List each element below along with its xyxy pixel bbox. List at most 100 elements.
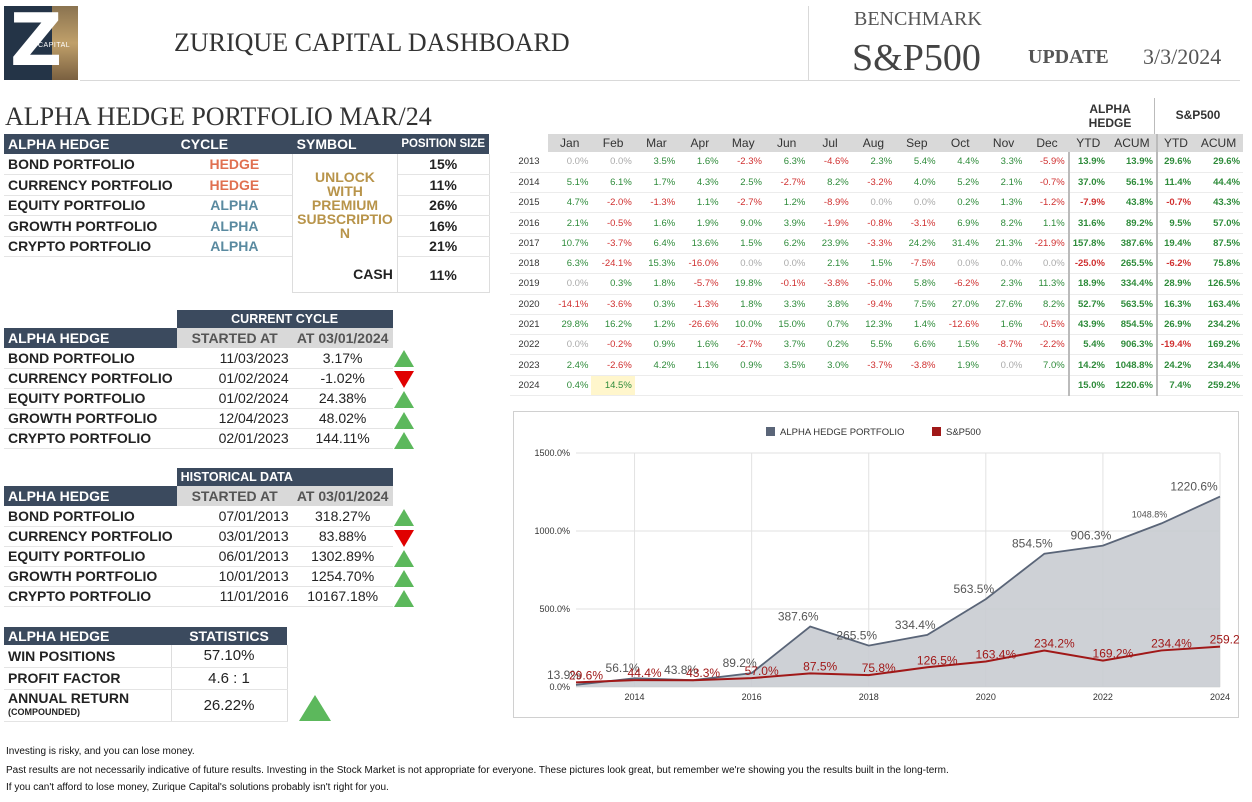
benchmark-label: BENCHMARK	[854, 8, 982, 30]
cash-value: 11%	[396, 256, 490, 293]
sp500-data-label: 234.4%	[1151, 636, 1192, 650]
month-return-cell: 5.8%	[895, 273, 939, 295]
month-return-cell: 3.3%	[981, 152, 1026, 173]
month-return-cell: 0.2%	[938, 192, 982, 214]
month-return-cell: -2.0%	[591, 192, 635, 214]
alpha-area	[576, 496, 1220, 687]
month-return-cell: -2.7%	[764, 172, 809, 194]
performance-chart-svg: 0.0% 500.0% 1000.0% 1500.0% 2014 2016 2018 2020…	[534, 427, 1251, 702]
month-header: Feb	[591, 134, 635, 152]
update-date: 3/3/2024	[1143, 44, 1222, 69]
month-return-cell	[634, 375, 679, 397]
month-return-cell: 3.5%	[764, 354, 809, 376]
current-cycle-header-value: AT 03/01/2024	[292, 328, 393, 348]
acum-cell: 43.8%	[1107, 192, 1157, 214]
summary-header: ACUM	[1194, 134, 1244, 152]
sp-acum-cell: 169.2%	[1194, 334, 1244, 356]
statistics-table: ALPHA HEDGE STATISTICS WIN POSITIONS 57.…	[4, 627, 288, 722]
historical-header-started: STARTED AT	[176, 486, 293, 506]
month-return-cell: -14.1%	[548, 294, 592, 315]
table-row: 2014 5.1% 6.1% 1.7% 4.3% 2.5% -2.7% 8.2% -3.2% 4.…	[510, 172, 1244, 194]
month-return-cell: 0.3%	[591, 273, 635, 295]
month-header: Jun	[764, 134, 809, 152]
sp500-data-label: 169.2%	[1093, 647, 1134, 661]
month-return-cell: -8.9%	[808, 192, 852, 214]
month-return-cell: 6.1%	[591, 172, 635, 194]
position-cycle: ALPHA	[176, 195, 293, 216]
sp-ytd-cell: 29.6%	[1155, 152, 1195, 173]
sp-ytd-cell: -19.4%	[1155, 334, 1195, 356]
sp-acum-cell: 87.5%	[1194, 233, 1244, 254]
month-return-cell: -3.8%	[808, 273, 852, 295]
month-return-cell: -3.7%	[851, 354, 896, 376]
cycle-started: 02/01/2023	[176, 428, 293, 449]
month-return-cell: 1.8%	[721, 294, 765, 315]
month-return-cell: 8.2%	[1025, 294, 1069, 315]
month-return-cell: -26.6%	[678, 314, 722, 336]
sp-acum-cell: 43.3%	[1194, 192, 1244, 214]
table-row: WIN POSITIONS 57.10%	[4, 645, 288, 668]
ytd-cell: -7.9%	[1067, 192, 1108, 214]
year-cell: 2015	[510, 192, 548, 214]
y-tick-label: 1500.0%	[534, 448, 570, 458]
month-return-cell: 2.1%	[808, 253, 852, 275]
month-return-cell: -0.5%	[591, 212, 635, 234]
month-return-cell	[721, 375, 765, 397]
year-cell: 2018	[510, 253, 548, 275]
month-return-cell: 1.2%	[764, 192, 809, 214]
sp-ytd-cell: 19.4%	[1155, 233, 1195, 254]
month-return-cell: -16.0%	[678, 253, 722, 275]
month-return-cell: 1.9%	[678, 212, 722, 234]
win-positions-label: WIN POSITIONS	[4, 645, 171, 668]
unlock-premium-text[interactable]: UNLOCK WITH PREMIUM SUBSCRIPTIO N	[292, 154, 398, 257]
acum-cell: 1220.6%	[1107, 375, 1157, 397]
table-row: 2015 4.7% -2.0% -1.3% 1.1% -2.7% 1.2% -8.9% 0.0%…	[510, 192, 1244, 214]
sp500-data-label: 163.4%	[975, 648, 1016, 662]
month-return-cell: 21.3%	[981, 233, 1026, 254]
year-cell: 2019	[510, 273, 548, 295]
sp500-data-label: 234.2%	[1034, 636, 1075, 650]
month-return-cell: 3.8%	[808, 294, 852, 315]
month-header: Mar	[634, 134, 679, 152]
month-return-cell: 1.7%	[634, 172, 679, 194]
table-row: EQUITY PORTFOLIO 01/02/2024 24.38%	[4, 388, 393, 409]
trend-up-icon	[394, 412, 414, 434]
month-return-cell: 0.7%	[808, 314, 852, 336]
x-tick-label: 2022	[1093, 692, 1113, 702]
sp500-data-label: 126.5%	[917, 653, 958, 667]
month-return-cell: 1.8%	[634, 273, 679, 295]
legend-alpha-label: ALPHA HEDGE PORTFOLIO	[780, 427, 904, 438]
year-cell: 2021	[510, 314, 548, 336]
cycle-started: 12/04/2023	[176, 408, 293, 429]
monthly-group-alpha: ALPHA HEDGE	[1088, 102, 1132, 130]
historical-header-name: ALPHA HEDGE	[4, 486, 177, 506]
disclaimer-line-1: Investing is risky, and you can lose mon…	[6, 746, 195, 757]
month-return-cell: -6.2%	[938, 273, 982, 295]
month-return-cell: 2.3%	[981, 273, 1026, 295]
month-return-cell: -3.7%	[591, 233, 635, 254]
month-return-cell: 1.9%	[938, 354, 982, 376]
month-return-cell: 1.4%	[895, 314, 939, 336]
month-return-cell: -7.5%	[895, 253, 939, 275]
month-return-cell	[895, 375, 939, 397]
position-name: CRYPTO PORTFOLIO	[4, 236, 177, 257]
month-header: Jul	[808, 134, 852, 152]
table-row: PROFIT FACTOR 4.6 : 1	[4, 667, 288, 690]
position-cycle: ALPHA	[176, 236, 293, 257]
legend-sp500-swatch	[932, 427, 941, 436]
trend-up-icon	[394, 570, 414, 592]
alpha-data-label: 89.2%	[723, 656, 757, 670]
x-tick-label: 2014	[625, 692, 645, 702]
sp500-data-label: 87.5%	[803, 659, 837, 673]
month-return-cell: -2.2%	[1025, 334, 1069, 356]
sp-acum-cell: 259.2%	[1194, 375, 1244, 397]
month-return-cell	[764, 375, 809, 397]
annual-return-value: 26.22%	[170, 689, 288, 722]
positions-header-name: ALPHA HEDGE	[4, 134, 177, 154]
sp-ytd-cell: 9.5%	[1155, 212, 1195, 234]
sp-acum-cell: 234.2%	[1194, 314, 1244, 336]
annual-return-sublabel: (COMPOUNDED)	[8, 707, 80, 717]
month-return-cell: 7.0%	[1025, 354, 1069, 376]
ytd-cell: 15.0%	[1067, 375, 1108, 397]
update-label: UPDATE	[1028, 46, 1109, 68]
